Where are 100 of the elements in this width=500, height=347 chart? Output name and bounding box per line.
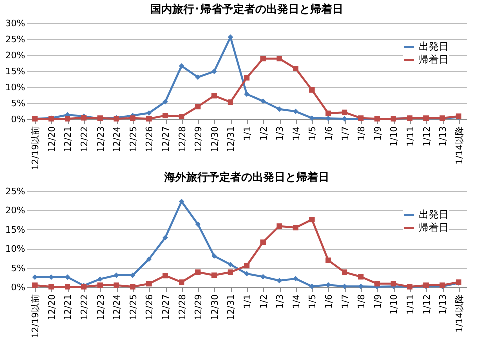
x-tick-label: 12/22 [80, 294, 91, 320]
point [309, 87, 315, 93]
x-tick-label: 1/13 [439, 294, 450, 315]
y-tick-label: 10% [5, 245, 26, 256]
point [179, 63, 185, 69]
legend-label: 帰着日 [419, 222, 449, 234]
x-tick-label: 1/1 [244, 294, 254, 309]
point [65, 116, 70, 122]
x-tick-label: 1/2 [260, 294, 270, 309]
x-tick-label: 1/4 [292, 126, 302, 141]
x-tick-label: 12/31 [227, 294, 238, 320]
point [293, 276, 299, 282]
point [293, 108, 299, 114]
point [130, 284, 136, 290]
y-tick-label: 20% [5, 52, 26, 62]
x-tick-label: 1/11 [406, 294, 416, 315]
point [212, 272, 218, 278]
point [309, 217, 315, 223]
x-tick-label: 12/26 [146, 126, 156, 152]
x-tick-label: 12/23 [96, 294, 107, 320]
x-tick-label: 12/25 [129, 294, 140, 320]
point [244, 263, 250, 269]
x-tick-label: 1/8 [358, 294, 368, 309]
legend-label: 出発日 [419, 41, 449, 53]
x-tick-label: 12/26 [146, 294, 156, 320]
point [146, 281, 152, 287]
point [130, 116, 136, 122]
point [195, 104, 201, 110]
point [146, 110, 152, 116]
point [260, 274, 266, 280]
x-tick-label: 12/19以前 [30, 294, 42, 338]
point [326, 258, 332, 264]
y-tick-label: 0% [11, 284, 26, 294]
y-tick-label: 5% [11, 264, 26, 274]
point [98, 282, 104, 288]
x-tick-label: 12/20 [48, 294, 58, 320]
point [342, 270, 348, 276]
x-tick-label: 1/6 [324, 126, 335, 141]
point [260, 98, 266, 104]
x-tick-label: 12/30 [210, 294, 221, 320]
point [65, 274, 70, 280]
point [179, 199, 185, 204]
point [342, 110, 348, 116]
x-tick-label: 1/7 [341, 294, 352, 309]
point [32, 282, 38, 288]
legend-label: 帰着日 [419, 54, 449, 66]
y-tick-label: 25% [5, 36, 26, 46]
point [65, 284, 70, 290]
point [293, 66, 299, 72]
x-tick-label: 1/9 [374, 294, 384, 309]
x-tick-label: 1/14以降 [454, 126, 466, 165]
x-tick-label: 12/24 [113, 294, 124, 320]
x-tick-label: 1/5 [308, 126, 319, 141]
point [276, 106, 282, 112]
point [162, 113, 168, 119]
y-tick-label: 10% [5, 84, 26, 94]
x-tick-label: 1/10 [390, 126, 400, 147]
x-tick-label: 1/3 [276, 294, 286, 309]
y-tick-label: 15% [5, 226, 26, 236]
point [195, 270, 201, 276]
y-tick-label: 30% [5, 20, 26, 30]
x-tick-label: 1/10 [390, 294, 400, 315]
point [212, 93, 218, 99]
y-tick-label: 25% [5, 188, 26, 198]
point [179, 280, 185, 286]
x-tick-label: 1/13 [439, 126, 450, 147]
x-tick-label: 12/20 [48, 126, 58, 152]
point [374, 281, 380, 287]
x-tick-label: 12/30 [210, 126, 221, 152]
point [32, 274, 38, 280]
x-tick-label: 1/1 [244, 126, 254, 141]
x-tick-label: 12/31 [227, 126, 238, 152]
chart-title: 海外旅行予定者の出発日と帰着日 [164, 171, 330, 184]
x-tick-label: 1/5 [308, 294, 319, 309]
point [162, 273, 168, 279]
x-tick-label: 1/9 [374, 126, 384, 141]
point [212, 254, 218, 260]
point [244, 92, 250, 98]
point [326, 110, 332, 116]
point [48, 284, 54, 290]
x-tick-label: 1/11 [406, 126, 416, 147]
x-tick-label: 12/29 [194, 126, 205, 152]
x-tick-label: 12/24 [113, 126, 124, 152]
point [390, 281, 396, 287]
point [195, 74, 201, 80]
point [162, 235, 168, 241]
x-tick-label: 12/28 [178, 126, 188, 152]
x-tick-label: 12/25 [129, 126, 140, 152]
point [195, 222, 201, 228]
point [146, 116, 152, 122]
chart-title: 国内旅行･帰省予定者の出発日と帰着日 [150, 3, 344, 16]
x-tick-label: 1/6 [324, 294, 335, 309]
x-tick-label: 1/8 [358, 126, 368, 141]
y-tick-label: 5% [11, 100, 26, 110]
x-tick-label: 12/27 [162, 294, 172, 320]
point [276, 56, 282, 62]
point [244, 271, 250, 277]
x-tick-label: 1/12 [422, 294, 433, 315]
point [98, 276, 104, 282]
x-tick-label: 1/2 [260, 126, 270, 141]
